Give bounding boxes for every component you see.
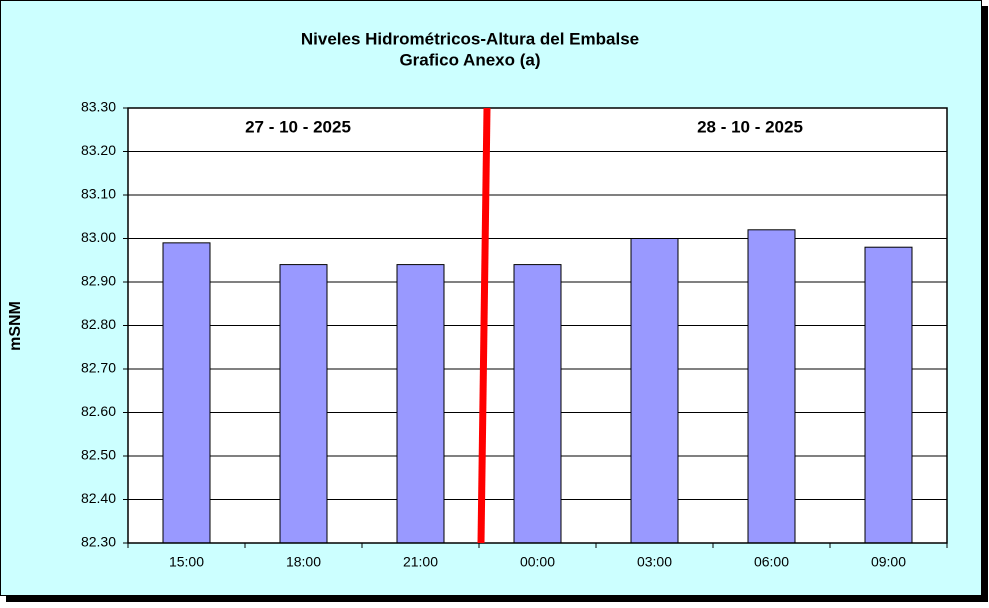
date-divider <box>477 107 491 544</box>
x-tick-label: 03:00 <box>637 554 672 570</box>
y-tick-label: 82.50 <box>81 447 116 463</box>
x-tick-label: 09:00 <box>871 554 906 570</box>
bar <box>747 229 796 544</box>
date-annotation: 28 - 10 - 2025 <box>697 117 803 136</box>
x-tick-label: 15:00 <box>169 554 204 570</box>
y-tick-label: 82.60 <box>81 403 116 419</box>
chart-subtitle: Grafico Anexo (a) <box>399 50 540 69</box>
bar <box>513 264 562 544</box>
x-tick-label: 06:00 <box>754 554 789 570</box>
bar <box>396 264 445 544</box>
y-tick-label: 82.30 <box>81 534 116 550</box>
bar <box>630 238 679 544</box>
y-tick-label: 82.40 <box>81 490 116 506</box>
y-tick-label: 82.90 <box>81 273 116 289</box>
y-tick-label: 82.80 <box>81 316 116 332</box>
y-axis-label: mSNM <box>7 301 24 351</box>
y-tick-label: 83.00 <box>81 229 116 245</box>
x-tick-label: 00:00 <box>520 554 555 570</box>
y-tick-label: 83.30 <box>81 99 116 115</box>
y-tick-label: 83.20 <box>81 142 116 158</box>
y-tick-label: 82.70 <box>81 360 116 376</box>
bar <box>279 264 328 544</box>
x-tick-label: 21:00 <box>403 554 438 570</box>
bar <box>864 246 913 544</box>
date-annotation: 27 - 10 - 2025 <box>245 117 351 136</box>
y-tick-label: 83.10 <box>81 186 116 202</box>
chart-title: Niveles Hidrométricos-Altura del Embalse <box>301 29 639 48</box>
x-tick-label: 18:00 <box>286 554 321 570</box>
bar <box>162 242 211 544</box>
